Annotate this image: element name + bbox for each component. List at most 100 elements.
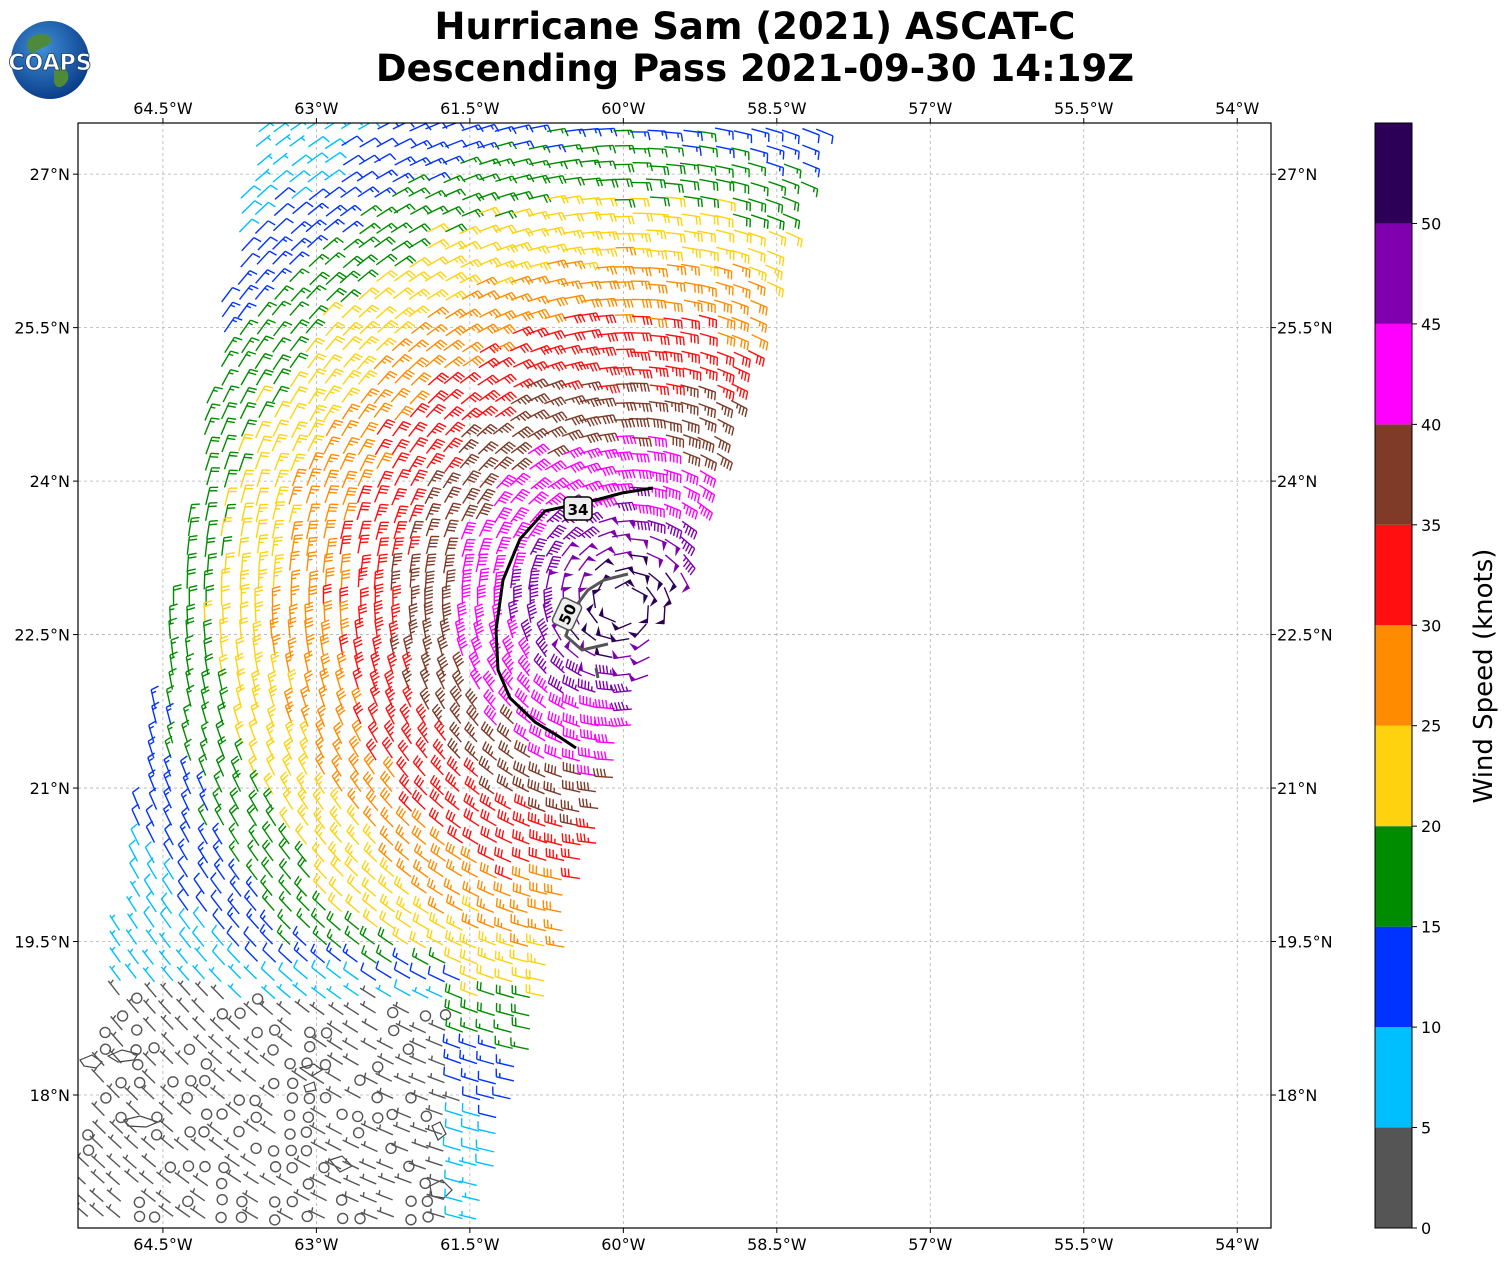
wind-barb (714, 127, 734, 140)
wind-barb (682, 367, 702, 381)
colorbar-tick-label: 50 (1421, 214, 1441, 233)
wind-barb (255, 335, 274, 352)
wind-barb (716, 351, 735, 367)
wind-barb (782, 213, 801, 230)
wind-barb (221, 286, 241, 303)
wind-barb (750, 214, 769, 229)
wind-barb (239, 319, 259, 336)
wind-barb (255, 369, 274, 386)
wind-barb (647, 249, 668, 260)
lon-tick-label-bottom: 61.5°W (440, 1235, 500, 1254)
wind-barb (442, 205, 465, 215)
wind-barb (664, 182, 685, 193)
wind-barb (546, 277, 569, 288)
chart-title: Hurricane Sam (2021) ASCAT-C Descending … (180, 6, 1330, 90)
wind-barb (256, 184, 278, 198)
wind-barb (493, 356, 516, 368)
wind-barb (445, 290, 468, 301)
wind-barb (341, 135, 364, 147)
wind-barb (680, 179, 700, 191)
wind-barb (715, 229, 735, 243)
wind-barb (663, 317, 683, 329)
lat-tick-label-left: 25.5°N (14, 319, 70, 338)
wind-barb (477, 290, 501, 300)
wind-barb (356, 355, 377, 371)
wind-barb (765, 198, 784, 214)
colorbar-bin (1375, 424, 1412, 525)
colorbar-bin (1375, 524, 1412, 626)
wind-barb (613, 331, 635, 341)
wind-barb (681, 350, 700, 364)
wind-barb (479, 241, 503, 251)
wind-barb (615, 348, 637, 358)
wind-barb (802, 127, 820, 144)
wind-barb (443, 339, 466, 352)
wind-barb (308, 135, 330, 148)
wind-barb (561, 158, 583, 168)
wind-barb (733, 130, 753, 144)
lat-tick-label-right: 18°N (1277, 1086, 1317, 1105)
wind-barb (494, 125, 517, 135)
wind-barb (343, 238, 365, 251)
wind-barb (427, 238, 450, 249)
colorbar-bin (1375, 123, 1412, 224)
wind-barb (305, 318, 326, 334)
wind-barb (273, 202, 295, 217)
wind-barb (272, 250, 293, 265)
wind-barb (630, 147, 651, 158)
wind-barb (374, 236, 396, 248)
lon-tick-label-top: 61.5°W (440, 99, 500, 118)
island-outline (106, 1049, 139, 1063)
wind-barb (732, 283, 751, 299)
wind-barb (307, 170, 330, 183)
wind-barb (376, 137, 399, 148)
colorbar-bin (1375, 725, 1412, 827)
wind-barb (768, 181, 787, 196)
wind-barb (409, 256, 432, 268)
lon-tick-label-bottom: 55.5°W (1054, 1235, 1114, 1254)
wind-barb (680, 263, 701, 276)
wind-barb (596, 127, 618, 137)
wind-barb (747, 232, 766, 247)
wind-barb (307, 367, 327, 384)
wind-barb (698, 314, 718, 329)
wind-barb (648, 350, 669, 361)
wind-barb (341, 171, 364, 183)
colorbar-tick-label: 45 (1421, 315, 1441, 334)
lon-tick-label-top: 58.5°W (747, 99, 807, 118)
wind-barb (479, 224, 502, 234)
wind-barb (581, 329, 603, 339)
wind-barb (274, 187, 296, 200)
wind-barb (614, 144, 636, 154)
wind-barb (649, 165, 670, 176)
wind-barb (374, 187, 397, 198)
wind-barb (512, 140, 535, 149)
wind-barb (358, 335, 380, 350)
wind-barb (237, 270, 258, 285)
wind-barb (544, 361, 567, 372)
wind-barb (749, 316, 768, 333)
wind-barb (392, 287, 415, 300)
wind-barb (700, 195, 720, 209)
wind-barb (815, 128, 834, 145)
wind-barb (632, 212, 654, 222)
wind-barb (308, 188, 331, 201)
wind-barb (394, 307, 416, 320)
wind-barb (717, 315, 736, 330)
wind-barb (681, 246, 702, 259)
wind-barb (324, 169, 347, 181)
wind-barb (343, 353, 363, 368)
wind-barb (459, 274, 482, 284)
wind-barb (664, 145, 685, 157)
wind-barb (358, 304, 380, 318)
wind-barb (613, 366, 635, 376)
wind-barb (442, 123, 465, 129)
wind-barb (648, 366, 669, 378)
wind-barb (766, 161, 785, 177)
wind-barb (340, 186, 363, 199)
wind-barb (308, 304, 329, 320)
wind-barb (220, 350, 239, 367)
wind-barb (255, 134, 272, 147)
wind-barb (563, 176, 586, 186)
wind-barb (748, 266, 767, 282)
